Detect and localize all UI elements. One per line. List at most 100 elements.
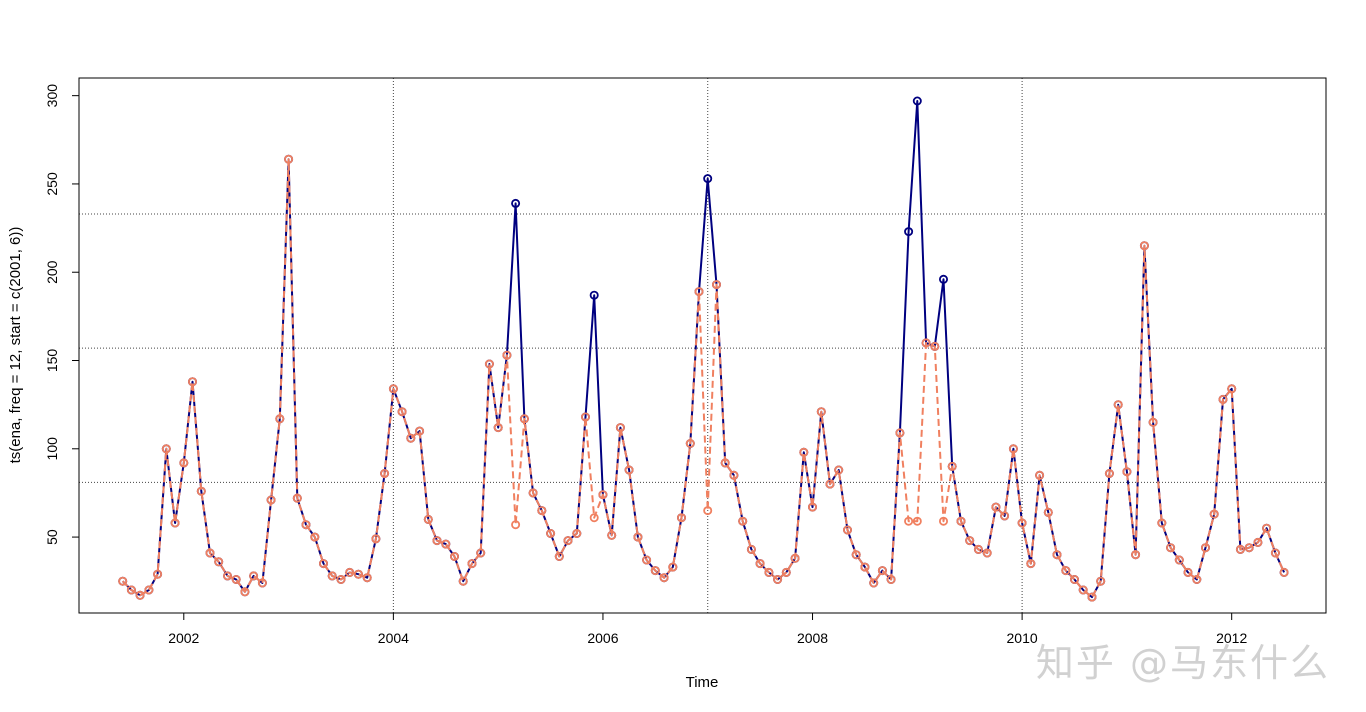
series-2-point — [633, 532, 643, 542]
plot-frame — [78, 77, 1327, 614]
series-2-point — [388, 384, 398, 394]
series-1-point — [511, 198, 521, 208]
series-2-point — [214, 557, 224, 567]
series-2-point — [476, 548, 486, 558]
series-2-point — [773, 575, 783, 585]
series-2-point — [118, 576, 128, 586]
series-line-1 — [121, 100, 1286, 599]
series-2-point — [397, 407, 407, 417]
series-2-point — [939, 516, 949, 526]
series-2-point — [1096, 576, 1106, 586]
series-2-point — [982, 548, 992, 558]
series-2-point — [135, 590, 145, 600]
series-1-point — [912, 96, 922, 106]
series-2-point — [345, 567, 355, 577]
series-2-point — [1209, 509, 1219, 519]
series-2-point — [231, 575, 241, 585]
series-2-point — [764, 567, 774, 577]
series-2-point — [1113, 400, 1123, 410]
series-2-point — [720, 458, 730, 468]
series-2-point — [799, 447, 809, 457]
series-2-point — [449, 552, 459, 562]
series-2-point — [1139, 241, 1149, 251]
series-2-point — [694, 287, 704, 297]
series-2-point — [144, 585, 154, 595]
y-tick-label: 50 — [44, 529, 60, 545]
series-2-point — [537, 506, 547, 516]
x-tick-label: 2004 — [378, 630, 409, 646]
series-2-point — [554, 552, 564, 562]
series-2-point — [877, 566, 887, 576]
series-2-point — [572, 529, 582, 539]
series-2-point — [126, 585, 136, 595]
series-2-point — [353, 569, 363, 579]
series-2-point — [746, 544, 756, 554]
series-2-point — [1148, 417, 1158, 427]
series-2-point — [755, 559, 765, 569]
watermark-logo: 知乎 @马东什么 — [1035, 641, 1330, 685]
x-tick-label: 2010 — [1007, 630, 1038, 646]
series-2-point — [659, 573, 669, 583]
series-2-point — [275, 414, 285, 424]
series-2-point — [1218, 394, 1228, 404]
series-2-point — [222, 571, 232, 581]
y-tick-label: 100 — [44, 437, 60, 461]
series-2-point — [1227, 384, 1237, 394]
x-tick-label: 2008 — [797, 630, 828, 646]
series-2-point — [615, 423, 625, 433]
series-2-point — [1157, 518, 1167, 528]
series-2-point — [301, 520, 311, 530]
series-2-point — [1122, 467, 1132, 477]
series-2-point — [257, 578, 267, 588]
series-2-point — [511, 520, 521, 530]
series-2-point — [1253, 537, 1263, 547]
y-tick-label: 250 — [44, 172, 60, 196]
series-2-point — [1026, 559, 1036, 569]
series-2-point — [1000, 511, 1010, 521]
series-2-point — [1192, 575, 1202, 585]
series-2-point — [336, 575, 346, 585]
grid-lines — [79, 78, 1326, 613]
series-2-point — [196, 486, 206, 496]
series-2-point — [1078, 585, 1088, 595]
series-2-point — [904, 516, 914, 526]
series-2-point — [851, 550, 861, 560]
series-2-point — [371, 534, 381, 544]
series-2-point — [712, 280, 722, 290]
series-2-point — [266, 495, 276, 505]
series-2-point — [738, 516, 748, 526]
series-2-point — [834, 465, 844, 475]
series-2-point — [1183, 567, 1193, 577]
series-2-point — [1235, 544, 1245, 554]
series-1-point — [703, 174, 713, 184]
series-2-point — [843, 525, 853, 535]
series-2-point — [528, 488, 538, 498]
series-2-point — [179, 458, 189, 468]
series-2-point — [729, 470, 739, 480]
series-1-point — [939, 274, 949, 284]
series-2-point — [677, 513, 687, 523]
series-2-point — [423, 514, 433, 524]
series-1-point — [589, 290, 599, 300]
series-2-point — [808, 502, 818, 512]
series-2-point — [546, 529, 556, 539]
series-2-point — [1104, 468, 1114, 478]
y-tick-label: 150 — [44, 349, 60, 373]
series-2-point — [1008, 444, 1018, 454]
series-2-point — [1279, 567, 1289, 577]
series-2-point — [642, 555, 652, 565]
series-2-point — [1052, 550, 1062, 560]
series-2-point — [153, 569, 163, 579]
series-2-point — [502, 350, 512, 360]
series-2-point — [467, 559, 477, 569]
series-2-point — [581, 412, 591, 422]
series-2-point — [991, 502, 1001, 512]
series-2-point — [930, 341, 940, 351]
series-2-point — [886, 575, 896, 585]
series-2-point — [921, 338, 931, 348]
series-2-point — [1087, 592, 1097, 602]
series-2-point — [205, 548, 215, 558]
series-2-point — [1061, 566, 1071, 576]
series-2-point — [1201, 543, 1211, 553]
x-tick-label: 2012 — [1216, 630, 1247, 646]
